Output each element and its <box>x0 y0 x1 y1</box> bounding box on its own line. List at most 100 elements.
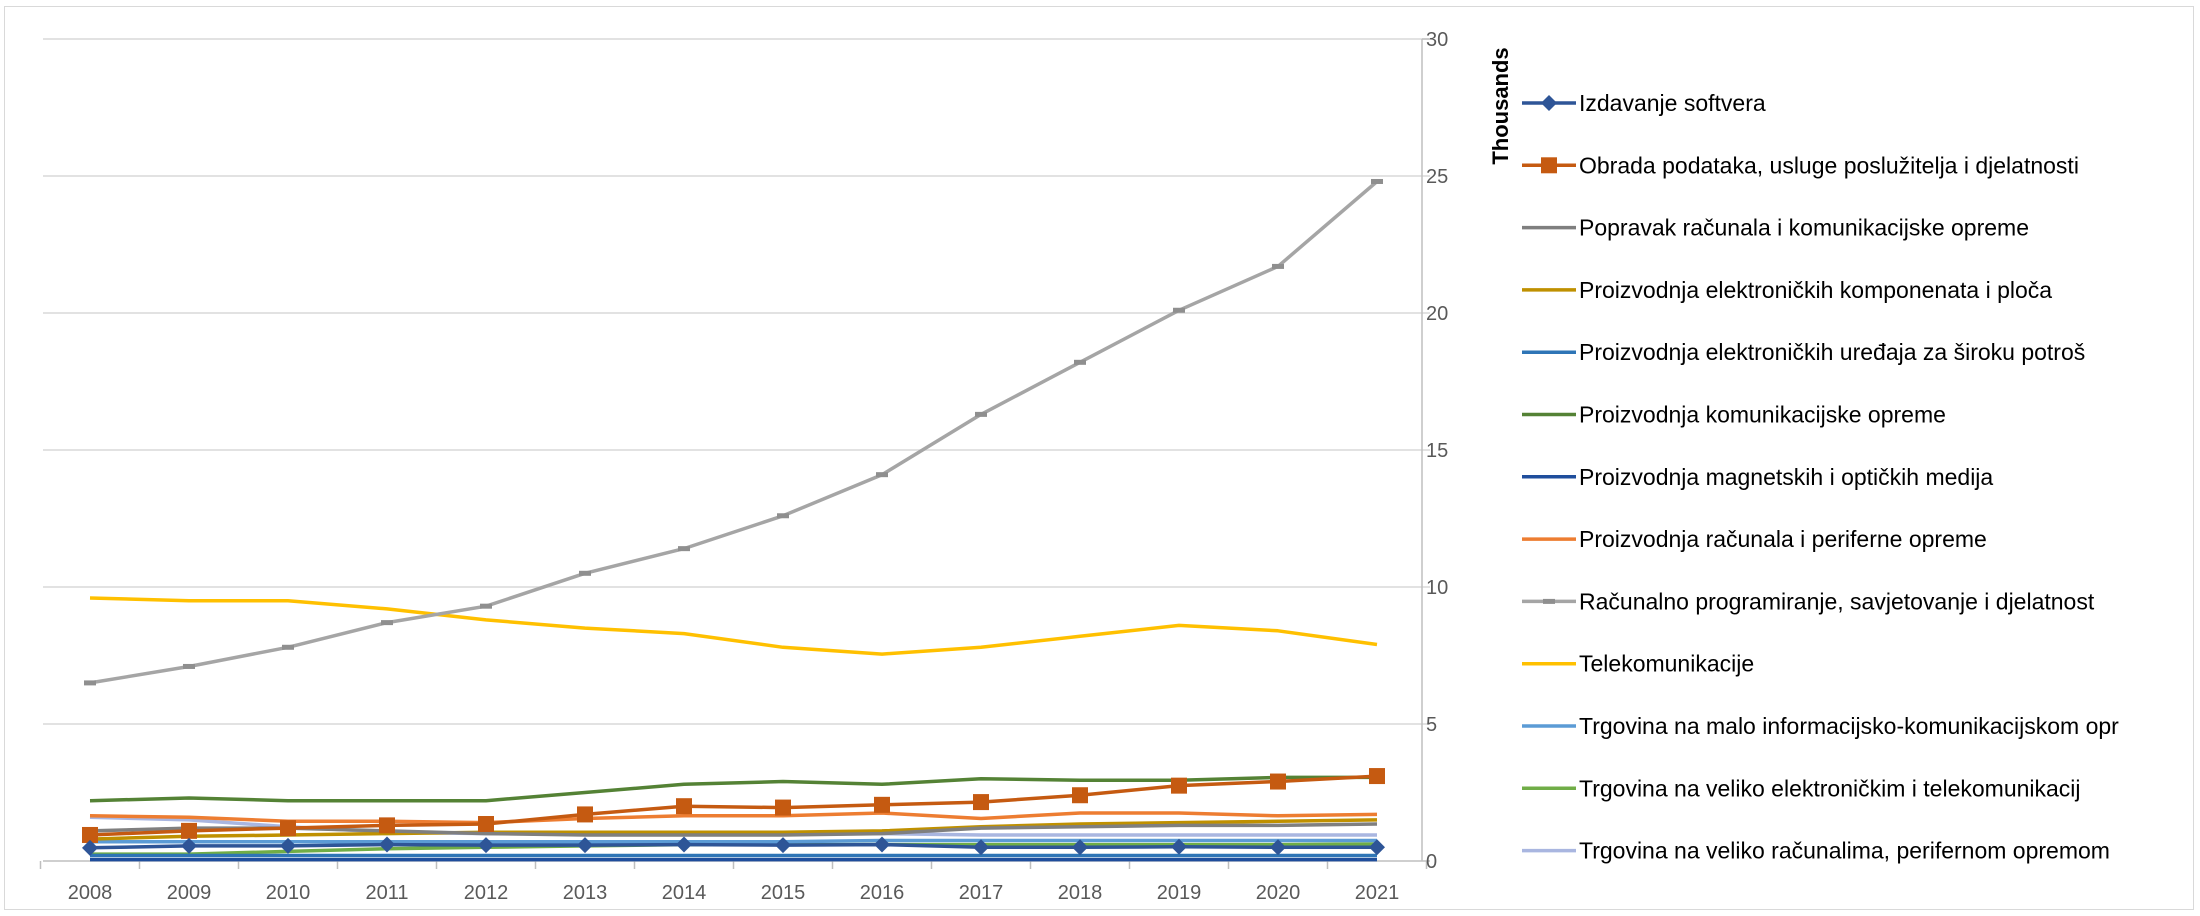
x-tick-label: 2012 <box>464 882 509 904</box>
data-point <box>280 837 296 854</box>
series-11 <box>90 838 1377 844</box>
x-axis-ticks: 2008 2009 2010 2011 2012 2013 2014 2015 2016 2017… <box>39 861 1428 904</box>
data-point <box>1369 839 1385 856</box>
series-2 <box>82 768 1385 843</box>
data-point <box>478 837 494 854</box>
data-point <box>579 570 591 576</box>
y-tick-label: 30 <box>1426 29 1448 51</box>
legend-item: Proizvodnja elektroničkih uređaja za šir… <box>1522 339 2085 365</box>
y-axis-label: Thousands <box>1488 47 1513 164</box>
legend-label: Trgovina na malo informacijsko-komunikac… <box>1579 713 2119 739</box>
data-point <box>676 798 692 815</box>
series-1 <box>82 836 1385 856</box>
data-point <box>84 680 96 686</box>
x-tick-label: 2018 <box>1058 882 1103 904</box>
legend-item: Trgovina na veliko računalima, periferno… <box>1522 838 2110 864</box>
data-point <box>1171 838 1187 855</box>
data-point <box>480 603 492 609</box>
data-point <box>1072 839 1088 856</box>
legend-item: Telekomunikacije <box>1522 651 1754 677</box>
y-tick-label: 10 <box>1426 577 1448 599</box>
x-tick-label: 2020 <box>1256 882 1301 904</box>
data-point <box>379 836 395 853</box>
y-tick-label: 20 <box>1426 303 1448 325</box>
data-point <box>1173 307 1185 313</box>
legend-item: Računalno programiranje, savjetovanje i … <box>1522 588 2095 614</box>
legend-label: Izdavanje softvera <box>1579 90 1766 116</box>
y-tick-label: 15 <box>1426 440 1448 462</box>
legend-label: Proizvodnja elektroničkih uređaja za šir… <box>1579 339 2085 365</box>
data-point <box>577 806 593 823</box>
data-point <box>1272 263 1284 269</box>
series-8 <box>89 811 1378 825</box>
data-point <box>1369 768 1385 785</box>
x-tick-label: 2017 <box>959 882 1004 904</box>
data-point <box>975 411 987 417</box>
y-axis-ticks: 0 5 10 15 20 25 30 <box>1426 29 1448 873</box>
series-line <box>89 180 1379 685</box>
legend-item: Obrada podataka, usluge poslužitelja i d… <box>1522 152 2079 178</box>
legend-label: Telekomunikacije <box>1579 651 1754 677</box>
x-tick-label: 2014 <box>662 882 707 904</box>
series-line <box>89 775 1377 803</box>
x-tick-label: 2011 <box>365 882 408 904</box>
data-point <box>1074 359 1086 365</box>
data-point <box>181 822 197 839</box>
data-point <box>478 816 494 833</box>
data-point <box>379 817 395 834</box>
legend-item: Popravak računala i komunikacijske oprem… <box>1522 215 2029 241</box>
series-6 <box>89 775 1377 803</box>
legend-item: Proizvodnja magnetskih i optičkih medija <box>1522 464 1993 490</box>
data-point <box>874 796 890 813</box>
data-point <box>676 836 692 853</box>
legend-marker <box>1541 157 1557 174</box>
data-point <box>577 837 593 854</box>
data-point <box>775 837 791 854</box>
series-line <box>89 596 1378 656</box>
data-point <box>973 839 989 856</box>
data-point <box>181 837 197 854</box>
data-point <box>82 839 98 856</box>
data-point <box>973 794 989 811</box>
legend-item: Trgovina na veliko elektroničkim i telek… <box>1522 775 2081 801</box>
data-point <box>1072 787 1088 804</box>
data-point <box>280 820 296 837</box>
y-tick-label: 0 <box>1426 851 1437 873</box>
legend-label: Proizvodnja magnetskih i optičkih medija <box>1579 464 1993 490</box>
legend: Izdavanje softvera Obrada podataka, uslug… <box>1522 90 2119 864</box>
chart-frame <box>4 6 2194 910</box>
legend-label: Računalno programiranje, savjetovanje i … <box>1579 588 2095 614</box>
data-point <box>678 546 690 552</box>
x-tick-label: 2016 <box>860 882 905 904</box>
data-point <box>777 513 789 519</box>
data-point <box>1270 839 1286 856</box>
data-point <box>1371 178 1383 184</box>
legend-marker <box>1543 598 1555 604</box>
legend-item: Proizvodnja elektroničkih komponenata i … <box>1522 277 2052 303</box>
legend-label: Proizvodnja računala i periferne opreme <box>1579 526 1987 552</box>
data-point <box>183 663 195 669</box>
series-line <box>89 811 1378 825</box>
series-lines <box>82 178 1385 862</box>
data-point <box>874 836 890 853</box>
x-tick-label: 2021 <box>1355 882 1400 904</box>
series-10 <box>89 596 1378 656</box>
legend-label: Trgovina na veliko elektroničkim i telek… <box>1579 775 2081 801</box>
series-4 <box>89 818 1378 841</box>
series-line <box>90 838 1377 844</box>
x-tick-label: 2013 <box>563 882 608 904</box>
gridlines <box>43 38 1430 862</box>
x-tick-label: 2009 <box>167 882 212 904</box>
data-point <box>282 644 294 650</box>
legend-marker <box>1541 95 1557 111</box>
series-line <box>89 818 1378 841</box>
legend-label: Trgovina na veliko računalima, periferno… <box>1579 838 2110 864</box>
x-tick-label: 2015 <box>761 882 806 904</box>
legend-label: Obrada podataka, usluge poslužitelja i d… <box>1579 152 2079 178</box>
x-tick-label: 2008 <box>68 882 113 904</box>
data-point <box>1270 773 1286 790</box>
y-tick-label: 25 <box>1426 166 1448 188</box>
data-point <box>876 472 888 478</box>
series-line <box>89 842 1377 850</box>
